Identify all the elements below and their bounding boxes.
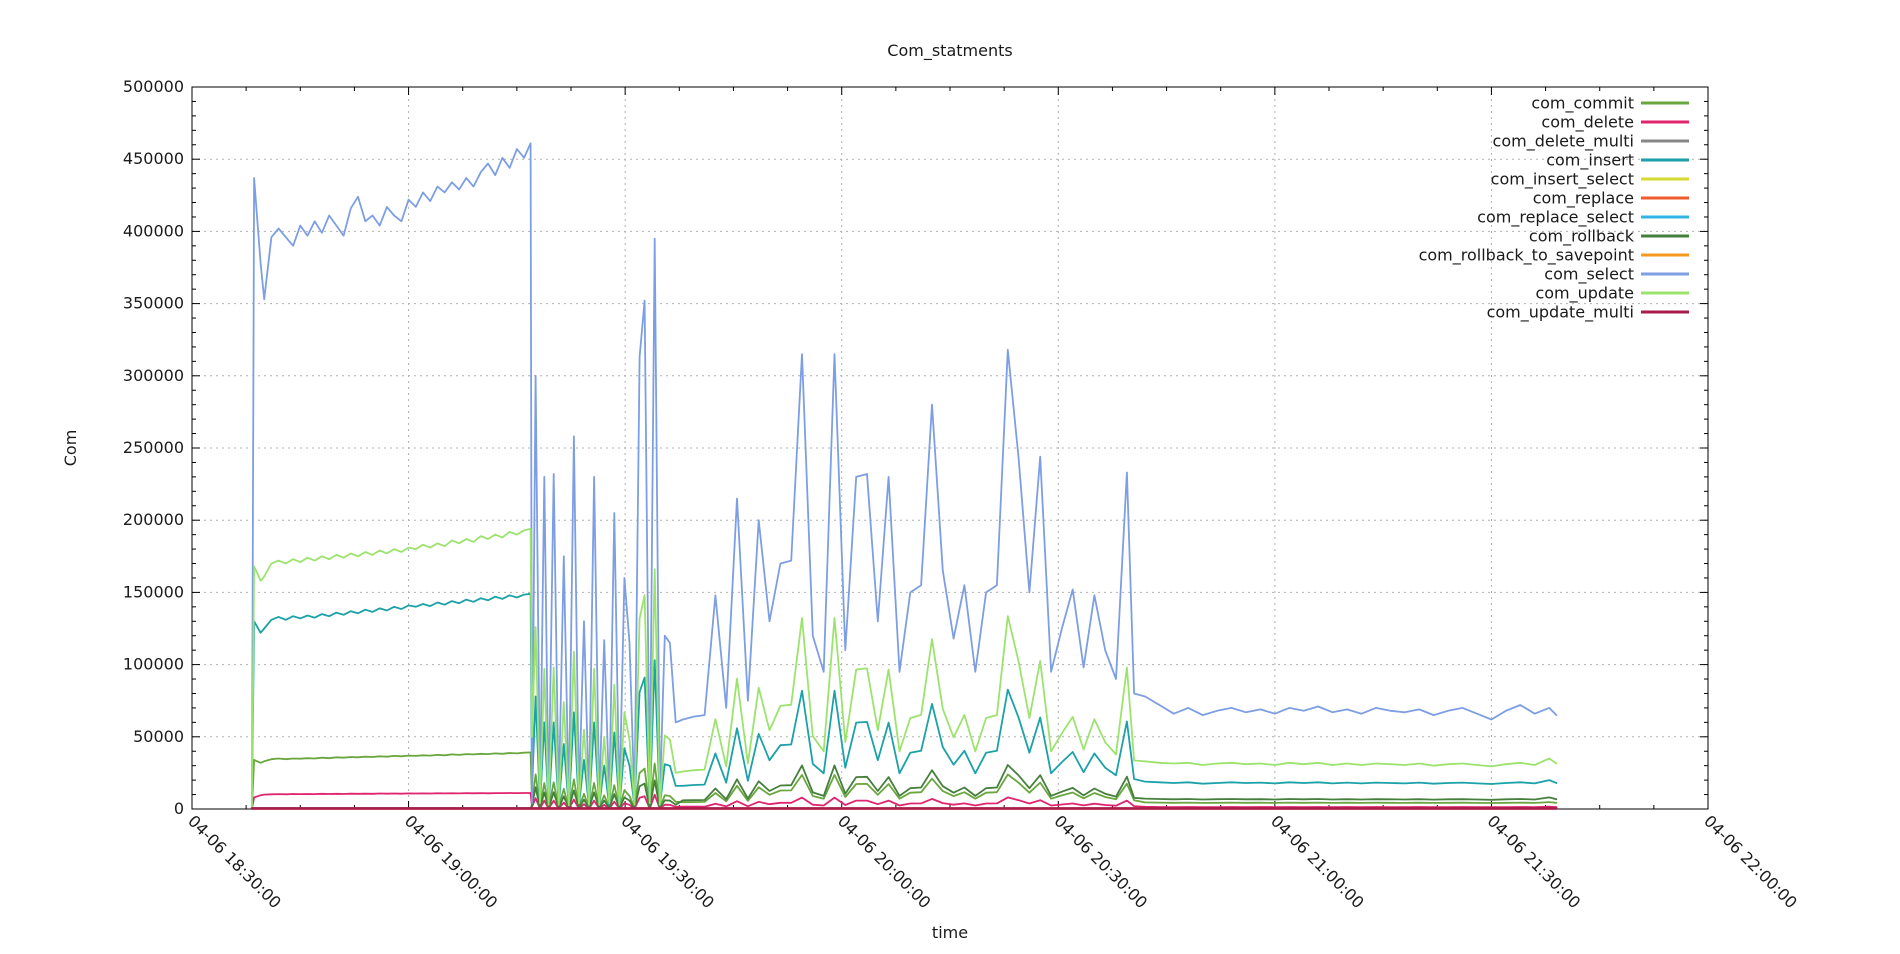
legend-label: com_select xyxy=(1544,265,1634,285)
y-tick-label: 0 xyxy=(174,799,184,818)
y-tick-label: 500000 xyxy=(123,77,184,96)
series-line-com_insert xyxy=(250,592,1558,810)
series-line-com_update xyxy=(250,528,1558,809)
y-tick-label: 300000 xyxy=(123,366,184,385)
legend-label: com_replace_select xyxy=(1477,208,1634,228)
y-tick-label: 200000 xyxy=(123,510,184,529)
y-tick-label: 250000 xyxy=(123,438,184,457)
legend-label: com_delete_multi xyxy=(1493,132,1634,152)
series-lines xyxy=(250,142,1558,810)
x-tick-label: 04-06 21:00:00 xyxy=(1267,811,1368,912)
x-tick-label: 04-06 21:30:00 xyxy=(1484,811,1585,912)
x-axis-label: time xyxy=(932,923,968,942)
legend-label: com_insert_select xyxy=(1491,170,1634,190)
legend-label: com_delete xyxy=(1541,113,1634,133)
x-tick-label: 04-06 22:00:00 xyxy=(1700,811,1801,912)
x-tick-label: 04-06 19:00:00 xyxy=(401,811,502,912)
series-line-com_select xyxy=(250,142,1558,807)
x-tick-label: 04-06 19:30:00 xyxy=(617,811,718,912)
x-tick-label: 04-06 18:30:00 xyxy=(184,811,285,912)
y-tick-label: 150000 xyxy=(123,582,184,601)
legend-label: com_update_multi xyxy=(1487,303,1634,323)
series-line-com_delete xyxy=(250,792,1558,810)
y-axis-label: Com xyxy=(61,430,80,467)
legend-label: com_rollback xyxy=(1529,227,1635,247)
chart-title: Com_statments xyxy=(887,41,1012,61)
y-tick-label: 450000 xyxy=(123,149,184,168)
legend-label: com_insert xyxy=(1546,151,1634,171)
legend: com_commitcom_deletecom_delete_multicom_… xyxy=(1419,94,1689,323)
y-tick-label: 350000 xyxy=(123,294,184,313)
y-tick-label: 50000 xyxy=(133,727,184,746)
legend-label: com_update xyxy=(1535,284,1634,304)
legend-label: com_commit xyxy=(1531,94,1634,114)
x-tick-label: 04-06 20:00:00 xyxy=(834,811,935,912)
legend-label: com_rollback_to_savepoint xyxy=(1419,246,1634,266)
series-line-com_commit xyxy=(250,751,1558,810)
y-tick-label: 100000 xyxy=(123,655,184,674)
x-tick-label: 04-06 20:30:00 xyxy=(1050,811,1151,912)
y-tick-label: 400000 xyxy=(123,221,184,240)
legend-label: com_replace xyxy=(1533,189,1634,209)
gridlines xyxy=(191,86,1709,810)
